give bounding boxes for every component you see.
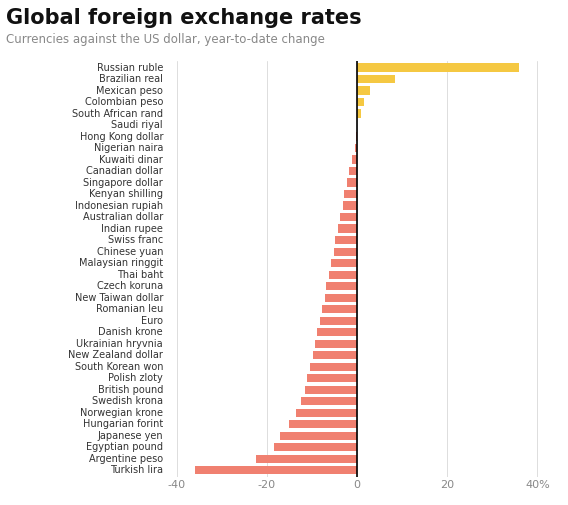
Text: Kenyan shilling: Kenyan shilling <box>89 189 163 199</box>
Text: Argentine peso: Argentine peso <box>89 454 163 464</box>
Bar <box>357 98 364 106</box>
Text: Malaysian ringgit: Malaysian ringgit <box>79 258 163 268</box>
Text: Hong Kong dollar: Hong Kong dollar <box>80 132 163 141</box>
Text: New Taiwan dollar: New Taiwan dollar <box>74 293 163 302</box>
Bar <box>305 386 357 394</box>
Bar <box>338 225 357 233</box>
Text: Indian rupee: Indian rupee <box>101 224 163 234</box>
Text: New Zealand dollar: New Zealand dollar <box>68 350 163 360</box>
Text: Turkish lira: Turkish lira <box>110 465 163 475</box>
Text: Singapore dollar: Singapore dollar <box>83 178 163 187</box>
Text: Czech koruna: Czech koruna <box>97 281 163 291</box>
Bar <box>344 190 357 198</box>
Bar <box>343 201 357 210</box>
Text: Japanese yen: Japanese yen <box>97 431 163 441</box>
Text: Euro: Euro <box>141 316 163 326</box>
Text: British pound: British pound <box>98 385 163 395</box>
Text: Danish krone: Danish krone <box>98 327 163 337</box>
Bar <box>324 293 357 302</box>
Bar <box>274 443 357 451</box>
Text: Kuwaiti dinar: Kuwaiti dinar <box>99 155 163 165</box>
Text: Global foreign exchange rates: Global foreign exchange rates <box>6 8 361 28</box>
Bar <box>357 75 395 83</box>
Text: Norwegian krone: Norwegian krone <box>80 408 163 418</box>
Bar <box>356 132 357 141</box>
Bar <box>313 351 357 360</box>
Bar <box>289 420 357 428</box>
Bar <box>310 363 357 371</box>
Text: Canadian dollar: Canadian dollar <box>86 166 163 176</box>
Text: Currencies against the US dollar, year-to-date change: Currencies against the US dollar, year-t… <box>6 33 324 46</box>
Bar <box>307 374 357 382</box>
Text: Brazilian real: Brazilian real <box>99 74 163 84</box>
Text: South Korean won: South Korean won <box>74 362 163 372</box>
Text: Romanian leu: Romanian leu <box>96 304 163 314</box>
Text: Ukrainian hryvnia: Ukrainian hryvnia <box>76 339 163 349</box>
Text: Saudi riyal: Saudi riyal <box>111 120 163 130</box>
Bar <box>315 339 357 348</box>
Bar <box>322 305 357 313</box>
Bar <box>256 454 357 463</box>
Text: Chinese yuan: Chinese yuan <box>97 246 163 257</box>
Text: Nigerian naira: Nigerian naira <box>94 143 163 153</box>
Bar <box>349 167 357 175</box>
Text: Swedish krona: Swedish krona <box>92 396 163 406</box>
Bar <box>333 247 357 256</box>
Bar <box>355 144 357 152</box>
Text: Egyptian pound: Egyptian pound <box>86 442 163 452</box>
Text: Hungarian forint: Hungarian forint <box>83 419 163 429</box>
Bar <box>296 409 357 417</box>
Text: South African rand: South African rand <box>72 109 163 119</box>
Text: Mexican peso: Mexican peso <box>96 85 163 95</box>
Bar <box>300 397 357 406</box>
Bar <box>318 328 357 336</box>
Bar <box>327 282 357 290</box>
Bar <box>320 317 357 325</box>
Bar <box>353 156 357 164</box>
Bar <box>331 259 357 267</box>
Bar <box>329 271 357 279</box>
Bar <box>357 86 370 94</box>
Bar <box>357 110 361 118</box>
Text: Russian ruble: Russian ruble <box>97 63 163 73</box>
Bar <box>347 178 357 187</box>
Text: Polish zloty: Polish zloty <box>108 373 163 383</box>
Text: Australian dollar: Australian dollar <box>83 212 163 222</box>
Bar <box>335 236 357 244</box>
Text: Swiss franc: Swiss franc <box>108 235 163 245</box>
Bar <box>195 466 357 475</box>
Text: Thai baht: Thai baht <box>116 270 163 280</box>
Bar <box>281 432 357 440</box>
Bar <box>357 63 519 72</box>
Bar <box>340 213 357 221</box>
Text: Indonesian rupiah: Indonesian rupiah <box>75 200 163 211</box>
Text: Colombian peso: Colombian peso <box>85 97 163 107</box>
